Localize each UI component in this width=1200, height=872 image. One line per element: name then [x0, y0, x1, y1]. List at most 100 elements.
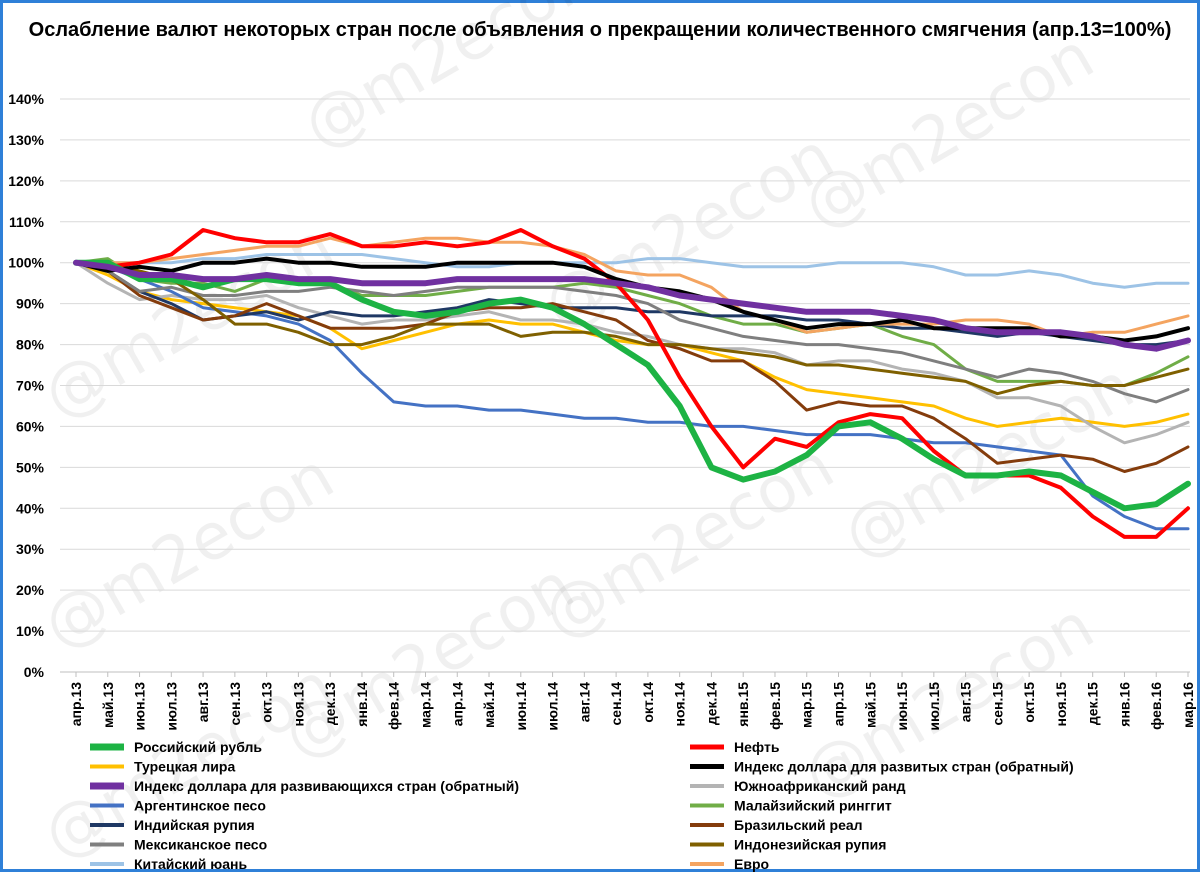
legend-item: Евро	[690, 856, 769, 872]
x-tick-label: апр.14	[449, 682, 465, 726]
x-tick-label: мар.14	[417, 682, 433, 728]
y-tick-label: 40%	[16, 500, 45, 516]
x-tick-label: авг.15	[958, 682, 974, 722]
x-tick-label: июн.14	[513, 682, 529, 731]
y-tick-label: 90%	[16, 296, 45, 312]
y-tick-label: 0%	[24, 664, 45, 680]
series-line	[74, 253, 1190, 289]
legend-item: Малайзийский ринггит	[690, 798, 892, 814]
x-tick-label: дек.13	[322, 682, 338, 725]
legend-item: Российский рубль	[90, 739, 262, 755]
x-tick-label: сен.15	[989, 682, 1005, 726]
axes: 0% 10% 20% 30% 40% 50% 60% 70% 80% 90% 100% 110% 120…	[8, 91, 1196, 731]
legend-label: Малайзийский ринггит	[734, 798, 892, 814]
x-tick-label: май.15	[862, 682, 878, 728]
legend-label: Турецкая лира	[134, 759, 235, 775]
series-line	[74, 236, 1190, 338]
x-tick-label: фев.15	[767, 682, 783, 730]
y-tick-label: 120%	[8, 173, 44, 189]
x-tick-label: апр.15	[831, 682, 847, 726]
y-tick-label: 70%	[16, 378, 45, 394]
legend-label: Евро	[734, 856, 769, 872]
legend-item: Индекс доллара для развивающихся стран (…	[90, 778, 519, 794]
watermark-text: @m2econ	[291, 0, 606, 164]
legend-item: Индийская рупия	[90, 817, 255, 833]
y-tick-label: 100%	[8, 255, 44, 271]
x-tick-label: сен.14	[608, 682, 624, 726]
x-tick-label: дек.15	[1085, 682, 1101, 725]
y-tick-label: 60%	[16, 418, 45, 434]
series-line	[74, 261, 1190, 531]
legend-label: Индонезийская рупия	[734, 837, 886, 853]
x-tick-label: ноя.13	[290, 682, 306, 727]
x-tick-label: июл.14	[545, 682, 561, 731]
x-tick-label: фев.14	[386, 682, 402, 730]
x-tick-label: янв.14	[354, 682, 370, 727]
x-tick-label: май.13	[100, 682, 116, 728]
x-tick-label: июн.15	[894, 682, 910, 731]
legend-label: Российский рубль	[134, 739, 262, 755]
x-tick-label: янв.15	[735, 682, 751, 727]
x-tick-label: ноя.15	[1053, 682, 1069, 727]
x-tick-label: фев.16	[1148, 682, 1164, 730]
series-layer	[73, 228, 1191, 539]
x-tick-label: ноя.14	[672, 682, 688, 727]
legend-label: Индекс доллара для развивающихся стран (…	[134, 778, 519, 794]
watermark-text: @m2econ	[791, 19, 1106, 244]
y-tick-label: 130%	[8, 132, 44, 148]
x-tick-label: авг.14	[576, 682, 592, 722]
legend-item: Южноафриканский ранд	[690, 778, 906, 794]
x-tick-label: апр.13	[68, 682, 84, 726]
y-tick-label: 20%	[16, 582, 45, 598]
legend-label: Бразильский реал	[734, 817, 863, 833]
y-tick-label: 80%	[16, 337, 45, 353]
x-tick-label: окт.15	[1021, 682, 1037, 723]
series-line	[74, 261, 1190, 445]
legend-item: Индекс доллара для развитых стран (обрат…	[690, 759, 1074, 775]
legend: Российский рубль Нефть Турецкая лира Индекс…	[90, 739, 1074, 872]
watermark-text: @m2econ	[531, 429, 846, 654]
grid-lines	[60, 98, 1190, 673]
y-tick-label: 110%	[9, 214, 45, 230]
series-line	[74, 261, 1190, 396]
x-tick-label: июн.13	[132, 682, 148, 731]
legend-item: Турецкая лира	[90, 759, 235, 775]
legend-label: Индекс доллара для развитых стран (обрат…	[734, 759, 1074, 775]
legend-label: Индийская рупия	[134, 817, 255, 833]
legend-item: Китайский юань	[90, 856, 247, 872]
x-tick-label: дек.14	[703, 682, 719, 725]
y-tick-label: 50%	[16, 459, 45, 475]
legend-label: Мексиканское песо	[134, 837, 267, 853]
x-tick-label: сен.13	[227, 682, 243, 726]
legend-label: Китайский юань	[134, 856, 247, 872]
watermark-text: @m2econ	[31, 439, 346, 664]
legend-label: Аргентинское песо	[134, 798, 266, 814]
chart-title: Ослабление валют некоторых стран после о…	[28, 19, 1172, 41]
y-tick-label: 140%	[8, 91, 44, 107]
y-tick-label: 10%	[16, 623, 45, 639]
series-line	[73, 259, 1191, 352]
legend-item: Мексиканское песо	[90, 837, 267, 853]
series-line	[74, 261, 1190, 347]
legend-item: Индонезийская рупия	[690, 837, 886, 853]
x-tick-label: июл.13	[163, 682, 179, 731]
watermark-text: @m2econ	[271, 549, 586, 774]
x-tick-label: окт.13	[259, 682, 275, 723]
x-tick-label: мар.16	[1180, 682, 1196, 728]
legend-item: Бразильский реал	[690, 817, 863, 833]
legend-label: Нефть	[734, 739, 780, 755]
series-line	[73, 259, 1191, 512]
legend-item: Аргентинское песо	[90, 798, 266, 814]
x-tick-label: май.14	[481, 682, 497, 728]
x-tick-label: июл.15	[926, 682, 942, 731]
x-tick-label: окт.14	[640, 682, 656, 723]
x-tick-label: мар.15	[799, 682, 815, 728]
legend-item: Нефть	[690, 739, 780, 755]
legend-label: Южноафриканский ранд	[734, 778, 906, 794]
series-line	[74, 261, 1190, 473]
x-tick-label: янв.16	[1116, 682, 1132, 727]
x-tick-label: авг.13	[195, 682, 211, 722]
y-tick-label: 30%	[16, 541, 45, 557]
